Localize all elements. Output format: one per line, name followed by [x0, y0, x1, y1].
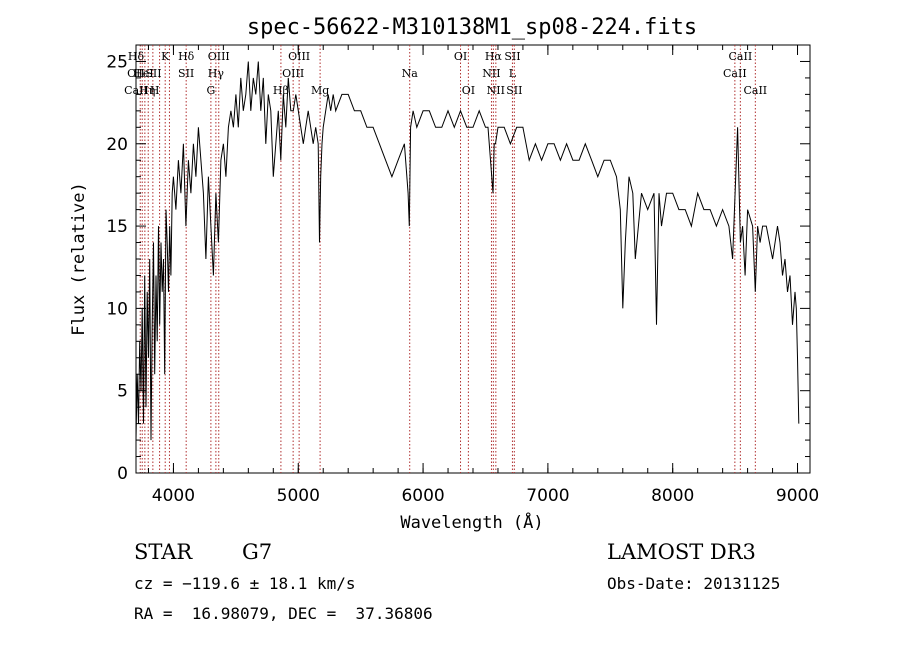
line-label-2: Hδ — [128, 50, 145, 63]
y-axis-label: Flux (relative) — [69, 182, 89, 336]
x-tick-label-0: 4000 — [152, 486, 195, 506]
line-label-23: SII — [504, 50, 520, 63]
survey-name: LAMOST DR3 — [607, 540, 756, 564]
x-axis-label: Wavelength (Å) — [400, 511, 543, 533]
line-label-28: CaII — [743, 84, 767, 97]
line-label-6: H — [150, 84, 160, 97]
line-label-1: OII — [127, 67, 145, 80]
x-tick-label-1: 5000 — [277, 486, 320, 506]
line-label-0: CaII — [124, 84, 148, 97]
observation-date: Obs-Date: 20131125 — [607, 574, 781, 593]
line-label-4: Hη — [139, 84, 155, 97]
x-tick-label-2: 6000 — [401, 486, 444, 506]
x-tick-label-4: 8000 — [651, 486, 694, 506]
redshift-velocity: cz = −119.6 ± 18.1 km/s — [134, 574, 356, 593]
line-label-3: HeI — [133, 67, 153, 80]
y-tick-label-0: 0 — [117, 464, 128, 484]
y-tick-label-2: 10 — [106, 299, 128, 319]
x-tick-label-5: 9000 — [776, 486, 819, 506]
y-tick-label-4: 20 — [106, 135, 128, 155]
chart-title: spec-56622-M310138M1_sp08-224.fits — [247, 15, 697, 40]
line-label-26: CaII — [729, 50, 753, 63]
object-class: STAR — [134, 540, 193, 564]
line-label-24: L — [509, 67, 517, 80]
spectral-lines — [139, 45, 756, 473]
line-label-22: NII — [487, 84, 505, 97]
line-label-7: K — [161, 50, 170, 63]
line-label-9: SII — [178, 67, 194, 80]
y-tick-label-3: 15 — [106, 217, 128, 237]
line-label-27: CaII — [723, 67, 747, 80]
line-label-10: G — [206, 84, 215, 97]
line-label-12: OIII — [208, 50, 230, 63]
coordinates: RA = 16.98079, DEC = 37.36806 — [134, 604, 433, 623]
object-subclass: G7 — [242, 540, 273, 564]
line-label-11: Hγ — [208, 67, 225, 80]
line-label-5: SII — [145, 67, 161, 80]
y-tick-label-5: 25 — [106, 52, 128, 72]
y-tick-label-1: 5 — [117, 382, 128, 402]
spectrum-line — [135, 61, 800, 441]
line-label-25: SII — [506, 84, 522, 97]
line-label-21: Hα — [485, 50, 503, 63]
line-label-20: NII — [482, 67, 500, 80]
line-label-15: OIII — [288, 50, 310, 63]
line-label-14: OIII — [282, 67, 304, 80]
line-label-19: OI — [462, 84, 475, 97]
line-label-18: OI — [454, 50, 467, 63]
x-axis: 4000 5000 6000 7000 8000 9000 — [147, 45, 819, 506]
line-label-16: Mg — [311, 84, 329, 97]
y-axis: 0 5 10 15 20 25 — [106, 44, 810, 484]
line-label-8: Hδ — [178, 50, 195, 63]
x-tick-label-3: 7000 — [526, 486, 569, 506]
line-label-17: Na — [402, 67, 419, 80]
line-label-13: Hβ — [273, 84, 289, 97]
